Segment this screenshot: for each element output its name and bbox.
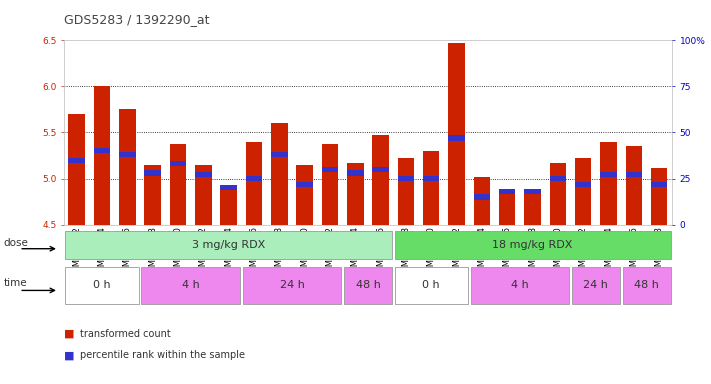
Bar — [524, 190, 541, 225]
Text: 48 h: 48 h — [634, 280, 659, 290]
Bar — [423, 176, 439, 181]
Bar — [68, 114, 85, 225]
Text: 4 h: 4 h — [511, 280, 529, 290]
Bar — [220, 185, 237, 225]
Bar — [94, 148, 110, 154]
Bar — [246, 142, 262, 225]
Bar — [524, 189, 541, 194]
Bar — [119, 109, 136, 225]
Text: 4 h: 4 h — [182, 280, 200, 290]
Bar — [397, 176, 415, 181]
Text: GDS5283 / 1392290_at: GDS5283 / 1392290_at — [64, 13, 210, 26]
Bar — [296, 182, 313, 187]
FancyBboxPatch shape — [471, 266, 570, 304]
Bar — [271, 152, 287, 157]
Bar — [321, 144, 338, 225]
Bar — [347, 170, 363, 175]
Bar — [170, 144, 186, 225]
FancyBboxPatch shape — [572, 266, 620, 304]
Bar — [575, 182, 592, 187]
Bar — [651, 182, 668, 187]
FancyBboxPatch shape — [623, 266, 670, 304]
Bar — [651, 167, 668, 225]
Bar — [449, 43, 465, 225]
Text: 18 mg/kg RDX: 18 mg/kg RDX — [493, 240, 573, 250]
Bar — [119, 152, 136, 157]
Bar — [195, 172, 212, 177]
Bar — [550, 176, 566, 181]
Bar — [499, 190, 515, 225]
FancyBboxPatch shape — [395, 231, 670, 258]
Bar — [423, 151, 439, 225]
Text: 48 h: 48 h — [356, 280, 380, 290]
Bar — [397, 158, 415, 225]
Text: ■: ■ — [64, 329, 75, 339]
FancyBboxPatch shape — [344, 266, 392, 304]
Bar — [449, 136, 465, 141]
Bar — [170, 161, 186, 166]
Bar — [373, 135, 389, 225]
Bar — [296, 165, 313, 225]
FancyBboxPatch shape — [65, 266, 139, 304]
Bar — [195, 165, 212, 225]
Bar — [321, 167, 338, 172]
Bar — [499, 189, 515, 194]
Bar — [94, 86, 110, 225]
Bar — [600, 172, 617, 177]
Text: 24 h: 24 h — [584, 280, 609, 290]
Bar — [626, 172, 642, 177]
FancyBboxPatch shape — [242, 266, 341, 304]
Text: 0 h: 0 h — [93, 280, 111, 290]
Text: percentile rank within the sample: percentile rank within the sample — [80, 350, 245, 360]
Text: 3 mg/kg RDX: 3 mg/kg RDX — [192, 240, 265, 250]
Text: 24 h: 24 h — [279, 280, 304, 290]
Text: dose: dose — [4, 238, 28, 248]
Bar — [600, 142, 617, 225]
Bar — [220, 185, 237, 190]
Bar — [144, 165, 161, 225]
Bar — [68, 157, 85, 163]
Bar — [550, 163, 566, 225]
Bar — [626, 146, 642, 225]
Bar — [474, 177, 490, 225]
Bar — [373, 167, 389, 172]
Bar — [271, 123, 287, 225]
Text: ■: ■ — [64, 350, 75, 360]
FancyBboxPatch shape — [141, 266, 240, 304]
FancyBboxPatch shape — [395, 266, 468, 304]
Bar — [144, 170, 161, 175]
FancyBboxPatch shape — [65, 231, 392, 258]
Bar — [246, 176, 262, 181]
Bar — [474, 194, 490, 200]
Text: time: time — [4, 278, 27, 288]
Bar — [575, 158, 592, 225]
Bar — [347, 163, 363, 225]
Text: transformed count: transformed count — [80, 329, 171, 339]
Text: 0 h: 0 h — [422, 280, 440, 290]
